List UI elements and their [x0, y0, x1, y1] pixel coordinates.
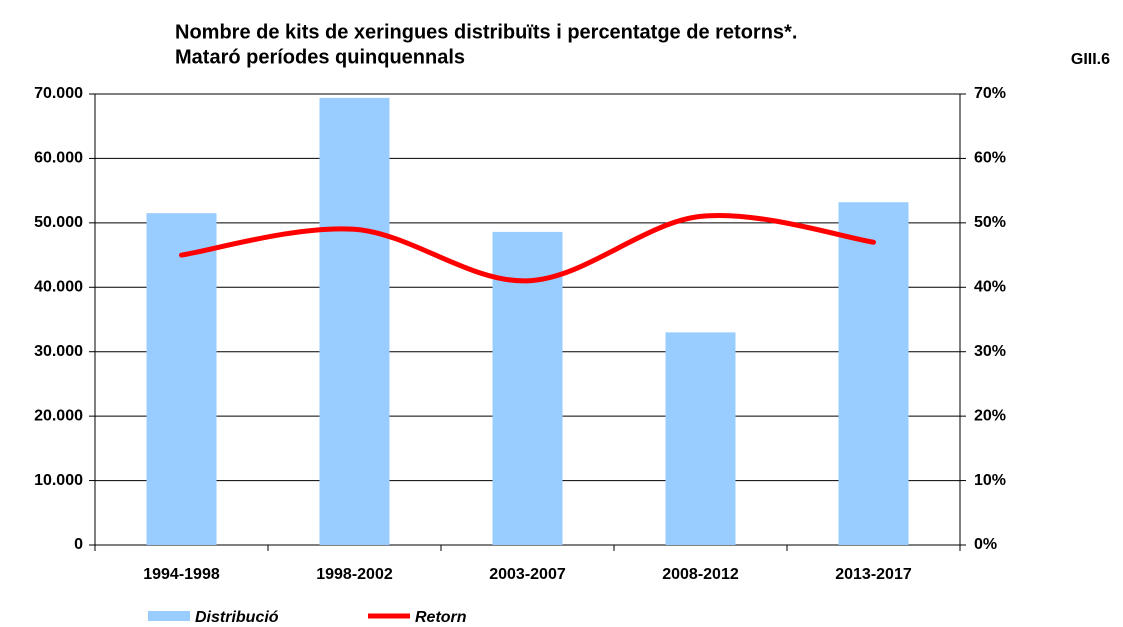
y2-tick-label: 50% — [974, 214, 1006, 231]
y-tick-label: 40.000 — [34, 279, 83, 296]
y-tick-label: 60.000 — [34, 150, 83, 167]
y2-tick-label: 10% — [974, 472, 1006, 489]
x-tick-label: 1994-1998 — [143, 566, 220, 583]
y2-tick-label: 70% — [974, 85, 1006, 102]
y2-tick-label: 30% — [974, 343, 1006, 360]
y-tick-label: 0 — [74, 536, 83, 553]
bar — [319, 97, 390, 545]
chart-id: GIII.6 — [1071, 51, 1110, 68]
bar — [492, 231, 563, 545]
x-tick-label: 1998-2002 — [316, 566, 393, 583]
legend-label: Retorn — [415, 609, 467, 626]
bar — [838, 202, 909, 546]
y-tick-label: 30.000 — [34, 343, 83, 360]
y-tick-label: 50.000 — [34, 214, 83, 231]
y2-tick-label: 20% — [974, 407, 1006, 424]
x-tick-label: 2008-2012 — [662, 566, 739, 583]
legend-label: Distribució — [195, 609, 279, 626]
bar — [146, 213, 217, 545]
line — [179, 213, 876, 284]
y-tick-label: 10.000 — [34, 472, 83, 489]
legend-swatch — [148, 611, 190, 621]
x-tick-label: 2013-2017 — [835, 566, 912, 583]
chart-title: Mataró períodes quinquennals — [175, 46, 465, 68]
x-tick-label: 2003-2007 — [489, 566, 566, 583]
y-tick-label: 20.000 — [34, 407, 83, 424]
y2-tick-label: 60% — [974, 150, 1006, 167]
y2-tick-label: 40% — [974, 279, 1006, 296]
y-tick-label: 70.000 — [34, 85, 83, 102]
bar — [665, 332, 736, 545]
chart-title: Nombre de kits de xeringues distribuïts … — [175, 21, 797, 43]
y2-tick-label: 0% — [974, 536, 997, 553]
